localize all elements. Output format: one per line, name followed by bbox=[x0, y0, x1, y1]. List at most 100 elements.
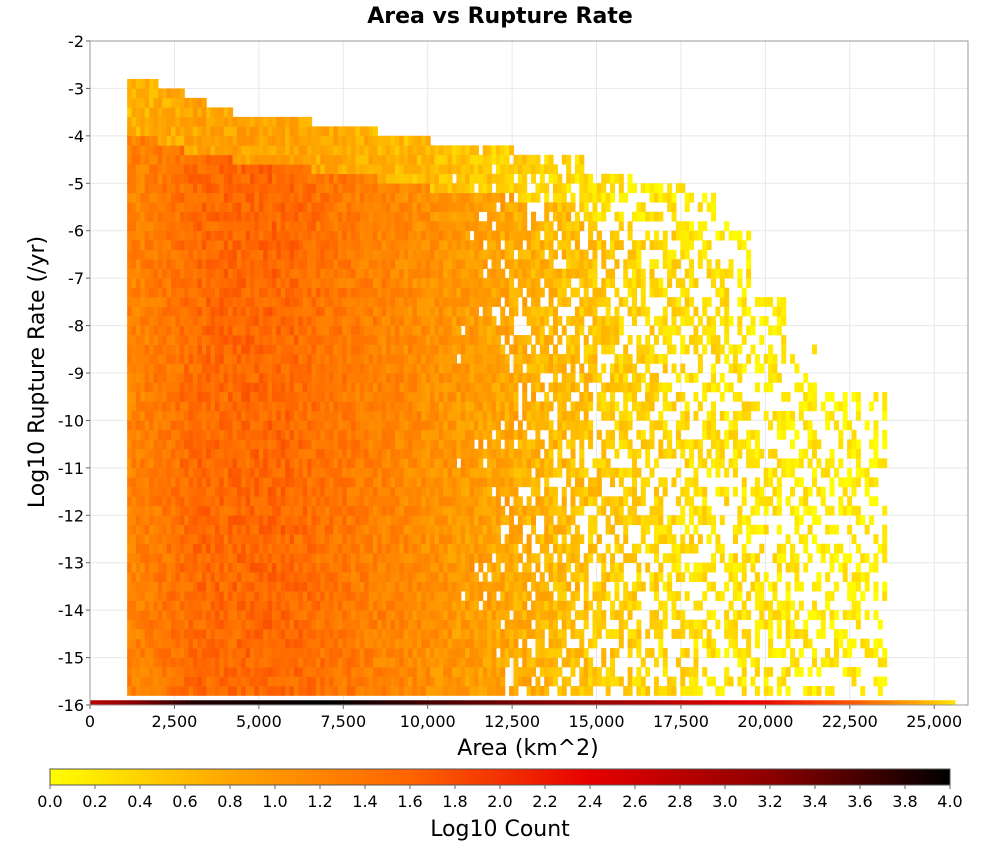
heatmap-cell bbox=[399, 391, 405, 402]
heatmap-cell bbox=[210, 467, 216, 478]
heatmap-cell bbox=[394, 287, 400, 298]
heatmap-cell bbox=[425, 316, 431, 326]
heatmap-cell bbox=[298, 553, 304, 564]
heatmap-cell bbox=[324, 382, 330, 393]
heatmap-cell bbox=[175, 667, 181, 677]
heatmap-cell bbox=[430, 657, 436, 668]
heatmap-cell bbox=[267, 524, 273, 535]
heatmap-cell bbox=[232, 221, 238, 232]
heatmap-cell bbox=[368, 183, 374, 194]
heatmap-cell bbox=[135, 278, 141, 288]
heatmap-cell bbox=[153, 439, 159, 450]
heatmap-cell bbox=[179, 192, 185, 203]
heatmap-cell bbox=[302, 126, 308, 137]
heatmap-cell bbox=[149, 278, 155, 288]
heatmap-cell bbox=[390, 619, 396, 630]
heatmap-cell bbox=[175, 382, 181, 393]
heatmap-cell bbox=[447, 382, 453, 393]
heatmap-cell bbox=[140, 439, 146, 450]
heatmap-cell bbox=[372, 543, 378, 554]
heatmap-cell bbox=[219, 410, 225, 421]
heatmap-cell bbox=[403, 306, 409, 317]
heatmap-cell bbox=[421, 202, 427, 213]
heatmap-cell bbox=[381, 477, 387, 488]
heatmap-cell bbox=[421, 221, 427, 232]
heatmap-cell bbox=[219, 496, 225, 507]
heatmap-cell bbox=[179, 135, 185, 146]
heatmap-cell bbox=[263, 686, 269, 696]
heatmap-cell bbox=[311, 496, 317, 507]
heatmap-cell bbox=[241, 496, 247, 507]
heatmap-cell bbox=[447, 192, 453, 203]
heatmap-cell bbox=[320, 306, 326, 317]
heatmap-cell bbox=[267, 572, 273, 582]
heatmap-cell bbox=[482, 676, 488, 687]
heatmap-cell bbox=[206, 505, 212, 516]
heatmap-cell bbox=[131, 467, 137, 478]
heatmap-cell bbox=[149, 97, 155, 108]
heatmap-cell bbox=[232, 382, 238, 393]
heatmap-cell bbox=[127, 686, 133, 696]
heatmap-cell bbox=[337, 534, 343, 545]
heatmap-cell bbox=[302, 562, 308, 573]
heatmap-cell bbox=[469, 638, 475, 649]
heatmap-cell bbox=[460, 240, 466, 250]
heatmap-cell bbox=[263, 581, 269, 592]
heatmap-cell bbox=[171, 126, 177, 137]
heatmap-cell bbox=[315, 458, 321, 469]
heatmap-cell bbox=[298, 154, 304, 165]
heatmap-cell bbox=[452, 401, 457, 412]
heatmap-cell bbox=[289, 448, 295, 459]
heatmap-cell bbox=[416, 638, 422, 649]
heatmap-cell bbox=[443, 183, 449, 194]
heatmap-cell bbox=[315, 638, 321, 649]
heatmap-cell bbox=[144, 429, 150, 440]
heatmap-cell bbox=[320, 344, 326, 355]
heatmap-cell bbox=[201, 192, 207, 203]
heatmap-cell bbox=[197, 202, 203, 213]
heatmap-cell bbox=[254, 600, 260, 611]
heatmap-cell bbox=[465, 619, 471, 630]
heatmap-cell bbox=[438, 629, 444, 639]
heatmap-cell bbox=[162, 477, 168, 488]
heatmap-cell bbox=[456, 325, 462, 336]
heatmap-cell bbox=[351, 619, 357, 630]
heatmap-cell bbox=[188, 344, 194, 355]
heatmap-cell bbox=[245, 610, 251, 620]
heatmap-cell bbox=[452, 458, 457, 469]
heatmap-cell bbox=[241, 183, 247, 194]
heatmap-cell bbox=[175, 619, 181, 630]
heatmap-cell bbox=[232, 240, 238, 250]
heatmap-cell bbox=[421, 600, 427, 611]
heatmap-cell bbox=[333, 553, 339, 564]
heatmap-cell bbox=[381, 429, 387, 440]
heatmap-cell bbox=[272, 562, 278, 573]
heatmap-cell bbox=[245, 657, 251, 668]
heatmap-cell bbox=[228, 278, 234, 288]
heatmap-cell bbox=[320, 316, 326, 326]
heatmap-cell bbox=[192, 173, 198, 184]
heatmap-cell bbox=[377, 259, 383, 269]
heatmap-cell bbox=[469, 335, 475, 345]
heatmap-cell bbox=[236, 306, 242, 317]
heatmap-cell bbox=[250, 600, 256, 611]
heatmap-cell bbox=[131, 686, 137, 696]
heatmap-cell bbox=[153, 97, 159, 108]
heatmap-cell bbox=[127, 192, 133, 203]
heatmap-cell bbox=[390, 638, 396, 649]
heatmap-cell bbox=[188, 543, 194, 554]
heatmap-cell bbox=[430, 534, 436, 545]
heatmap-cell bbox=[333, 335, 339, 345]
heatmap-cell bbox=[320, 448, 326, 459]
heatmap-cell bbox=[254, 553, 260, 564]
heatmap-cell bbox=[478, 581, 484, 592]
heatmap-cell bbox=[293, 410, 299, 421]
heatmap-cell bbox=[311, 306, 317, 317]
heatmap-cell bbox=[311, 164, 317, 175]
heatmap-cell bbox=[267, 638, 273, 649]
heatmap-cell bbox=[346, 619, 352, 630]
heatmap-cell bbox=[188, 477, 194, 488]
heatmap-cell bbox=[228, 429, 234, 440]
heatmap-cell bbox=[482, 505, 488, 516]
heatmap-cell bbox=[447, 429, 453, 440]
